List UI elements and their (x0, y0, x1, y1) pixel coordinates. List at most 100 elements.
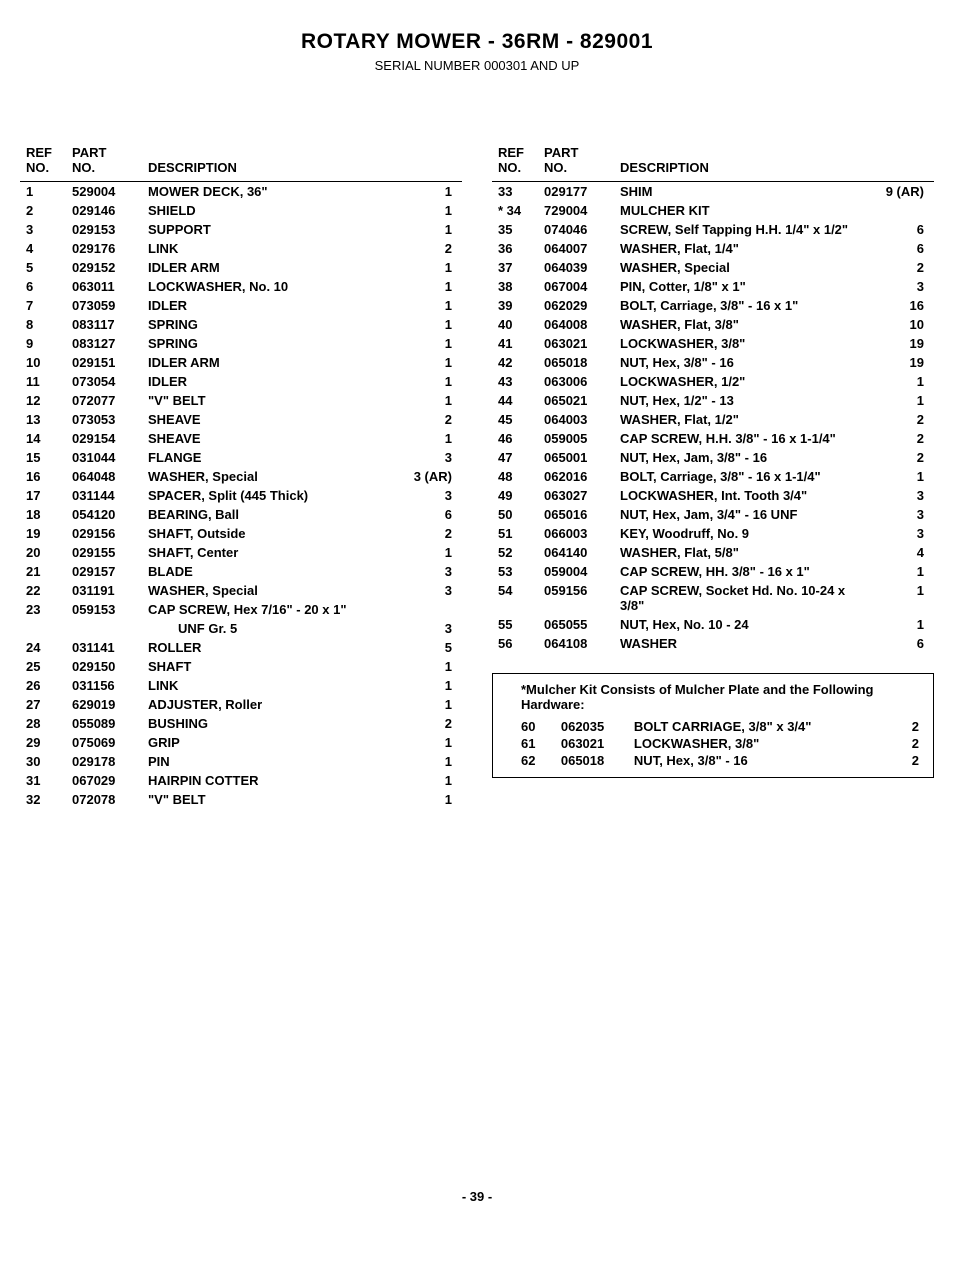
table-row: 8083117SPRING1 (20, 315, 462, 334)
part-cell: 064048 (72, 467, 148, 486)
qty-cell: 1 (392, 296, 462, 315)
ref-cell: 62 (501, 752, 561, 769)
part-cell: 064008 (544, 315, 620, 334)
ref-cell: 4 (20, 239, 72, 258)
part-cell: 063011 (72, 277, 148, 296)
part-cell: 059153 (72, 600, 148, 619)
ref-cell: 39 (492, 296, 544, 315)
desc-cell: WASHER, Special (148, 467, 392, 486)
qty-cell: 3 (864, 277, 934, 296)
header-desc: DESCRIPTION (620, 143, 864, 182)
desc-cell: WASHER, Special (620, 258, 864, 277)
ref-cell: 10 (20, 353, 72, 372)
desc-cell: BEARING, Ball (148, 505, 392, 524)
part-cell: 029146 (72, 201, 148, 220)
desc-cell: NUT, Hex, Jam, 3/8" - 16 (620, 448, 864, 467)
desc-cell: "V" BELT (148, 391, 392, 410)
desc-cell: MOWER DECK, 36" (148, 182, 392, 202)
qty-cell: 9 (AR) (864, 182, 934, 202)
table-row: 33029177SHIM9 (AR) (492, 182, 934, 202)
qty-cell: 1 (864, 562, 934, 581)
kit-table: 60062035BOLT CARRIAGE, 3/8" x 3/4"261063… (501, 718, 925, 769)
part-cell: 065055 (544, 615, 620, 634)
qty-cell: 1 (392, 543, 462, 562)
desc-cell: BUSHING (148, 714, 392, 733)
desc-cell: "V" BELT (148, 790, 392, 809)
ref-cell: 27 (20, 695, 72, 714)
ref-cell: 60 (501, 718, 561, 735)
qty-cell (864, 201, 934, 220)
qty-cell: 1 (392, 201, 462, 220)
ref-cell: 1 (20, 182, 72, 202)
qty-cell: 1 (392, 695, 462, 714)
table-row: 4029176LINK2 (20, 239, 462, 258)
part-cell: 029152 (72, 258, 148, 277)
table-row: 43063006LOCKWASHER, 1/2"1 (492, 372, 934, 391)
desc-cell: NUT, Hex, 3/8" - 16 (634, 752, 905, 769)
ref-cell: 5 (20, 258, 72, 277)
table-row: 6063011LOCKWASHER, No. 101 (20, 277, 462, 296)
qty-cell: 2 (392, 410, 462, 429)
ref-cell: 48 (492, 467, 544, 486)
qty-cell: 2 (864, 448, 934, 467)
part-cell: 029150 (72, 657, 148, 676)
table-row: 3029153SUPPORT1 (20, 220, 462, 239)
ref-cell: 33 (492, 182, 544, 202)
ref-cell: * 34 (492, 201, 544, 220)
ref-cell: 13 (20, 410, 72, 429)
part-cell: 031141 (72, 638, 148, 657)
desc-cell: SHAFT, Outside (148, 524, 392, 543)
qty-cell: 5 (392, 638, 462, 657)
desc-cell: CAP SCREW, Socket Hd. No. 10-24 x 3/8" (620, 581, 864, 615)
ref-cell: 50 (492, 505, 544, 524)
part-cell: 063027 (544, 486, 620, 505)
qty-cell: 1 (392, 733, 462, 752)
part-cell: 729004 (544, 201, 620, 220)
qty-cell: 19 (864, 334, 934, 353)
desc-cell: SUPPORT (148, 220, 392, 239)
ref-cell: 42 (492, 353, 544, 372)
desc-cell: FLANGE (148, 448, 392, 467)
table-row: 20029155SHAFT, Center1 (20, 543, 462, 562)
part-cell: 529004 (72, 182, 148, 202)
table-row: 25029150SHAFT1 (20, 657, 462, 676)
part-cell: 062035 (561, 718, 634, 735)
table-row: 53059004CAP SCREW, HH. 3/8" - 16 x 1"1 (492, 562, 934, 581)
ref-cell: 47 (492, 448, 544, 467)
table-row: 30029178PIN1 (20, 752, 462, 771)
table-row: 60062035BOLT CARRIAGE, 3/8" x 3/4"2 (501, 718, 925, 735)
part-cell: 029153 (72, 220, 148, 239)
part-cell: 059156 (544, 581, 620, 615)
desc-cell: SHEAVE (148, 429, 392, 448)
part-cell: 031156 (72, 676, 148, 695)
table-row: 19029156SHAFT, Outside2 (20, 524, 462, 543)
qty-cell: 6 (864, 634, 934, 653)
qty-cell: 1 (392, 676, 462, 695)
kit-title: *Mulcher Kit Consists of Mulcher Plate a… (501, 682, 925, 712)
ref-cell: 54 (492, 581, 544, 615)
qty-cell: 2 (905, 752, 925, 769)
desc-cell: SHEAVE (148, 410, 392, 429)
desc-cell: IDLER ARM (148, 258, 392, 277)
table-row: * 34729004MULCHER KIT (492, 201, 934, 220)
header-qty (392, 143, 462, 182)
table-row: 28055089BUSHING2 (20, 714, 462, 733)
desc-cell: LOCKWASHER, 3/8" (620, 334, 864, 353)
ref-cell: 56 (492, 634, 544, 653)
ref-cell: 19 (20, 524, 72, 543)
ref-cell: 36 (492, 239, 544, 258)
table-row: 36064007WASHER, Flat, 1/4"6 (492, 239, 934, 258)
desc-cell: IDLER ARM (148, 353, 392, 372)
table-row: 12072077"V" BELT1 (20, 391, 462, 410)
qty-cell: 1 (392, 353, 462, 372)
desc-cell: WASHER, Special (148, 581, 392, 600)
table-row: 39062029BOLT, Carriage, 3/8" - 16 x 1"16 (492, 296, 934, 315)
page-number: - 39 - (20, 1189, 934, 1204)
desc-cell: LOCKWASHER, 3/8" (634, 735, 905, 752)
desc-cell: HAIRPIN COTTER (148, 771, 392, 790)
qty-cell: 2 (392, 524, 462, 543)
left-table: REFNO. PARTNO. DESCRIPTION 1529004MOWER … (20, 143, 462, 809)
qty-cell: 3 (AR) (392, 467, 462, 486)
qty-cell: 3 (392, 448, 462, 467)
table-row: 24031141ROLLER5 (20, 638, 462, 657)
